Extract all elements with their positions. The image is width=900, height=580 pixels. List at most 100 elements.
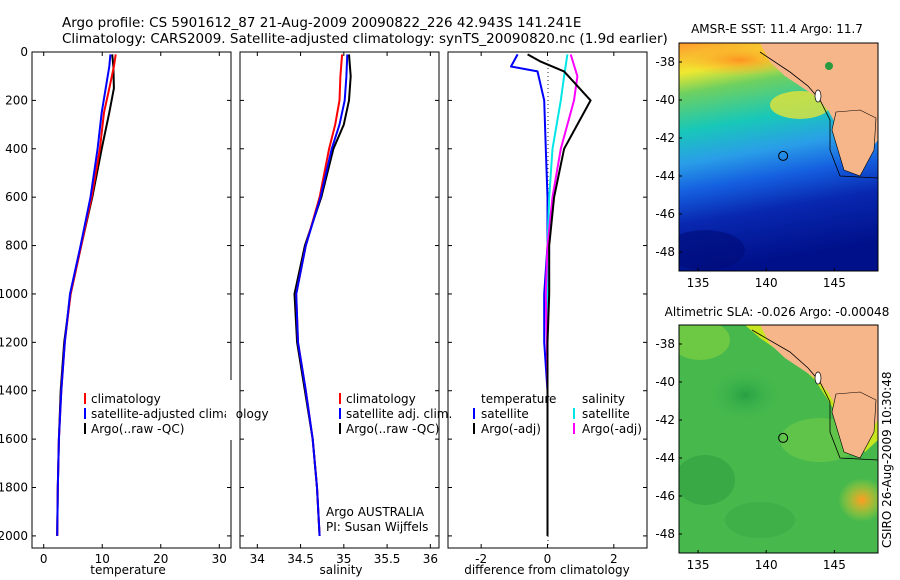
map-y-tick-label: -42 — [655, 131, 675, 145]
legend-label-temp-satellite: satellite — [481, 407, 529, 421]
x-tick-label: 36 — [423, 552, 438, 566]
legend-label-sal-argo: Argo(-adj) — [582, 422, 642, 436]
land-tasmania — [831, 109, 877, 177]
salinity-panel: 34 34.5 35 35.5 36 salinity climatology sate… — [239, 51, 452, 577]
map-y-tick-label: -48 — [655, 527, 675, 541]
salinity-axes-frame — [239, 51, 440, 549]
float-position-marker — [778, 150, 789, 161]
x-tick-label: 35 — [336, 552, 351, 566]
y-tick-label: 1200 — [0, 335, 28, 349]
y-tick-label: 1400 — [0, 384, 28, 398]
annotation-pi: PI: Susan Wijffels — [326, 520, 428, 534]
figure-title: Argo profile: CS 5901612_87 21-Aug-2009 … — [62, 15, 581, 31]
legend-swatch-climatology — [84, 393, 86, 404]
map-x-tick-label: 145 — [823, 276, 846, 290]
x-tick-label: 0 — [544, 552, 552, 566]
series-line-argo-raw-qc- — [56, 54, 115, 536]
map-y-tick-label: -38 — [655, 55, 675, 69]
sla-patch — [679, 455, 735, 505]
figure-subtitle: Climatology: CARS2009. Satellite-adjuste… — [62, 31, 668, 47]
legend-swatch-satellite — [84, 408, 86, 419]
temperature-legend: climatology satellite-adjusted climatolo… — [84, 392, 269, 436]
difference-xlabel: difference from climatology — [464, 563, 630, 577]
sla-hot-patch — [838, 478, 878, 522]
series-line-satellite-adj-clim- — [295, 54, 349, 536]
y-tick-label: 200 — [5, 93, 28, 107]
map-y-tick-label: -42 — [655, 413, 675, 427]
map-y-tick-label: -40 — [655, 375, 675, 389]
map-x-tick-label: 140 — [755, 276, 778, 290]
y-tick-label: 600 — [5, 190, 28, 204]
series-line-satellite-adjusted-climatology — [56, 54, 112, 536]
sla-patch — [725, 502, 795, 538]
difference-legend: temperature satellite Argo(-adj) salinit… — [473, 392, 642, 436]
temperature-axes-frame — [31, 51, 232, 549]
map-x-tick-label: 135 — [687, 276, 710, 290]
x-tick-label: 20 — [153, 552, 168, 566]
map-y-tick-label: -38 — [655, 337, 675, 351]
map-y-tick-label: -46 — [655, 489, 675, 503]
x-tick-label: 34.5 — [287, 552, 314, 566]
sst-map-field — [679, 43, 878, 271]
salinity-xlabel: salinity — [319, 563, 362, 577]
map-x-tick-label: 145 — [823, 558, 846, 572]
x-tick-label: 35.5 — [374, 552, 401, 566]
x-tick-label: -2 — [475, 552, 487, 566]
legend-swatch-climatology — [339, 393, 341, 404]
map-y-tick-label: -40 — [655, 93, 675, 107]
shelf-contour — [759, 51, 878, 179]
y-tick-label: 0 — [20, 45, 28, 59]
legend-label-climatology: climatology — [346, 392, 416, 406]
legend-swatch-sal-satellite — [573, 408, 575, 419]
shelf-contour — [751, 329, 878, 461]
sst-cold-patch — [679, 230, 745, 270]
sla-map-title: Altimetric SLA: -0.026 Argo: -0.00048 — [665, 305, 890, 319]
legend-label-argo: Argo(..raw -QC) — [346, 422, 439, 436]
y-tick-label: 1800 — [0, 481, 28, 495]
series-line-temperature-satellite — [510, 53, 549, 536]
legend-label-climatology: climatology — [91, 392, 161, 406]
difference-panel: -2 0 2 difference from climatology tempera… — [447, 51, 648, 577]
x-tick-label: 30 — [212, 552, 227, 566]
temperature-panel: 0 10 20 30 0 200 400 600 800 1000 1200 1400 1600 1800… — [0, 45, 269, 577]
y-tick-label: 2000 — [0, 529, 28, 543]
series-line-argo-raw-qc- — [293, 54, 352, 536]
legend-label-argo: Argo(..raw -QC) — [91, 422, 184, 436]
legend-swatch-temp-satellite — [473, 408, 475, 419]
king-island — [814, 371, 822, 385]
map-y-tick-label: -44 — [655, 451, 675, 465]
temperature-xlabel: temperature — [90, 563, 165, 577]
annotation-argo-australia: Argo AUSTRALIA — [326, 505, 425, 519]
king-island — [814, 89, 822, 103]
map-x-tick-label: 135 — [687, 558, 710, 572]
map-y-tick-label: -46 — [655, 207, 675, 221]
sla-patch — [710, 370, 780, 420]
sst-map: AMSR-E SST: 11.4 Argo: 11.7 — [655, 22, 879, 290]
legend-label-temp-argo: Argo(-adj) — [481, 422, 541, 436]
map-x-tick-label: 140 — [755, 558, 778, 572]
x-tick-label: 10 — [95, 552, 110, 566]
sla-map-frame — [678, 324, 879, 554]
legend-swatch-satellite — [339, 408, 341, 419]
land-tasmania — [831, 391, 877, 459]
legend-swatch-sal-argo — [573, 423, 575, 434]
salinity-legend: climatology satellite adj. clim. Argo(..… — [339, 392, 452, 436]
y-tick-label: 1600 — [0, 432, 28, 446]
x-tick-label: 0 — [40, 552, 48, 566]
x-tick-label: 34 — [250, 552, 265, 566]
legend-title-salinity: salinity — [582, 392, 625, 406]
y-tick-label: 800 — [5, 239, 28, 253]
series-line-temperature-argo-adj- — [527, 53, 592, 536]
legend-title-temperature: temperature — [481, 392, 556, 406]
sst-map-frame — [678, 42, 879, 272]
legend-label-satellite: satellite adj. clim. — [346, 407, 452, 421]
credit-text: CSIRO 26-Aug-2009 10:30:48 — [880, 372, 894, 548]
series-line-climatology — [295, 54, 344, 536]
sla-map: Altimetric SLA: -0.026 Argo: -0.00048 -3… — [655, 305, 889, 572]
sst-green-spot — [825, 62, 833, 70]
series-line-salinity-argo-adj- — [544, 54, 579, 536]
legend-swatch-argo — [339, 423, 341, 434]
float-position-marker — [778, 432, 789, 443]
map-y-tick-label: -44 — [655, 169, 675, 183]
